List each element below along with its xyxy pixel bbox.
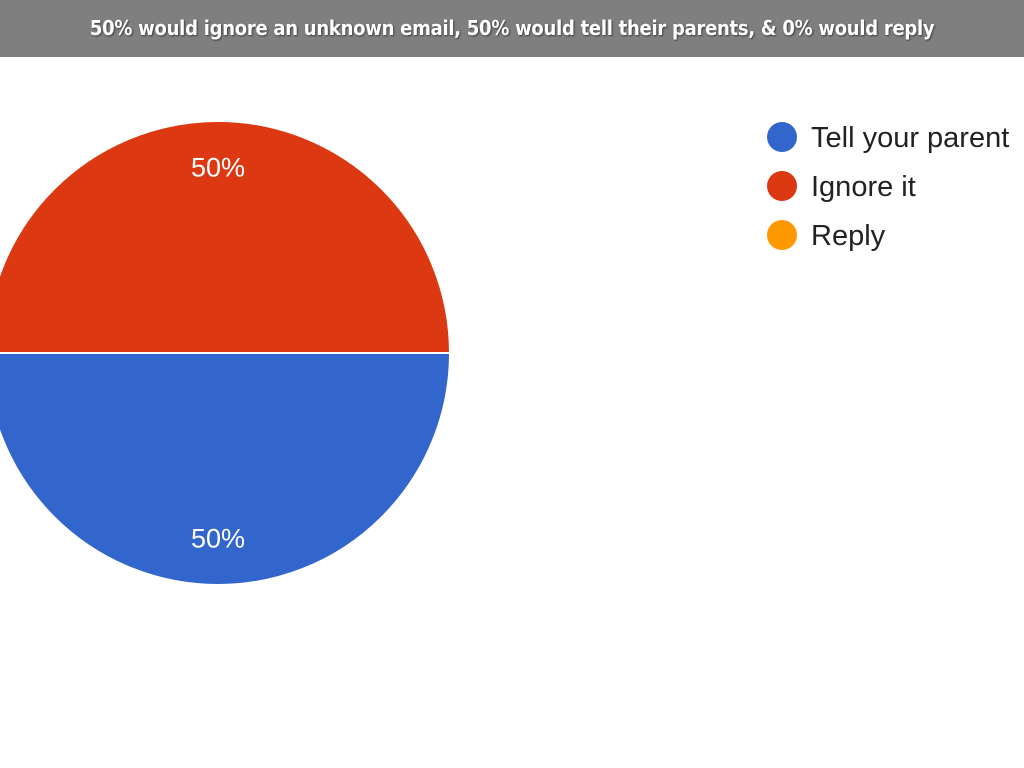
legend-label-1: Tell your parent [811, 122, 1009, 154]
pie-slice-2 [0, 120, 452, 354]
pie-slice-1 [0, 352, 452, 586]
legend-label-2: Ignore it [811, 171, 916, 203]
legend-swatch-1 [767, 122, 797, 152]
slide-title: 50% would ignore an unknown email, 50% w… [89, 15, 935, 40]
chart-legend: Tell your parent Ignore it Reply [767, 122, 1009, 252]
title-bar: 50% would ignore an unknown email, 50% w… [0, 0, 1024, 57]
pie-data-label-2: 50% [191, 152, 245, 182]
pie-data-label-1: 50% [191, 524, 245, 554]
pie-data-labels: 50% 50% [191, 152, 245, 553]
legend-swatch-3 [767, 220, 797, 250]
legend-swatch-2 [767, 171, 797, 201]
pie-slices [0, 120, 452, 586]
legend-label-3: Reply [811, 220, 886, 252]
